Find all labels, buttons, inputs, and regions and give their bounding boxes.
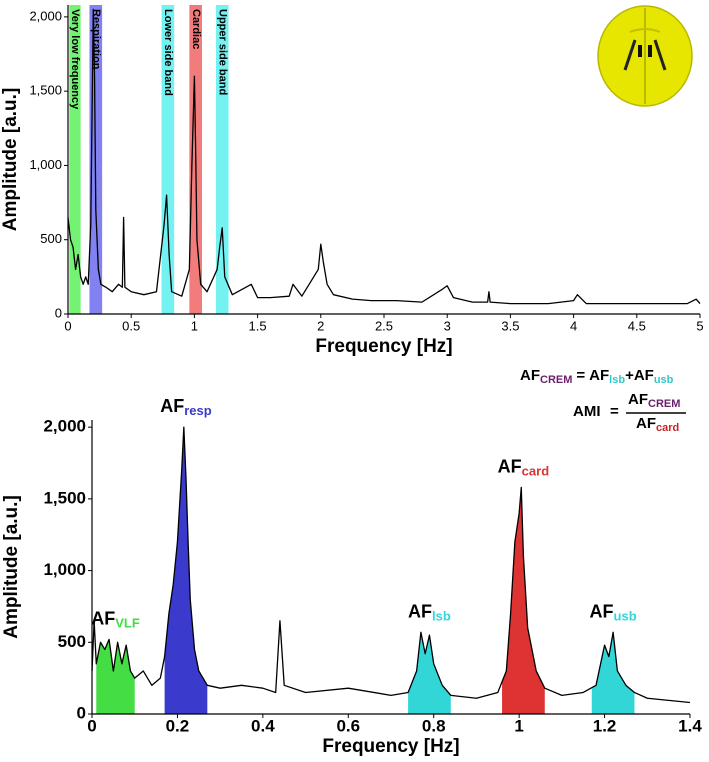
y-tick-label: 1,500 bbox=[29, 83, 62, 98]
band-label: Very low frequency bbox=[69, 9, 81, 110]
band-label-main: AF bbox=[498, 456, 522, 476]
f-text: AF bbox=[589, 367, 609, 384]
f-sub: lsb bbox=[609, 374, 625, 386]
f-text: AMI bbox=[573, 403, 601, 420]
x-tick-label: 0 bbox=[64, 318, 71, 333]
y-tick-label: 1,000 bbox=[29, 157, 62, 172]
band bbox=[69, 5, 81, 314]
y-axis-label: Amplitude [a.u.] bbox=[0, 88, 21, 232]
band-label-sub: resp bbox=[184, 404, 212, 419]
x-tick-label: 3 bbox=[444, 318, 451, 333]
x-tick-label: 4.5 bbox=[628, 318, 646, 333]
x-tick-label: 0.2 bbox=[166, 716, 190, 735]
band-label: Lower side band bbox=[162, 9, 174, 96]
band-label: Respiration bbox=[90, 9, 102, 70]
band-area bbox=[502, 487, 545, 714]
f-text: = bbox=[610, 403, 619, 420]
f-text: + bbox=[625, 367, 634, 384]
band-label-sub: usb bbox=[614, 609, 637, 624]
y-tick-label: 0 bbox=[55, 305, 62, 320]
brain-icon bbox=[597, 5, 693, 107]
x-tick-label: 2.5 bbox=[375, 318, 393, 333]
band-label-main: AF bbox=[91, 608, 115, 628]
band-label-main: AF bbox=[160, 396, 184, 416]
x-axis-label: Frequency [Hz] bbox=[315, 336, 452, 357]
band-area bbox=[164, 427, 208, 714]
y-tick-label: 2,000 bbox=[43, 417, 86, 436]
x-axis-label: Frequency [Hz] bbox=[322, 736, 459, 757]
y-tick-label: 500 bbox=[40, 231, 62, 246]
x-tick-label: 1 bbox=[191, 318, 198, 333]
y-axis-label: Amplitude [a.u.] bbox=[1, 495, 22, 639]
band bbox=[161, 5, 175, 314]
spectrum-line bbox=[91, 426, 691, 704]
y-tick-label: 500 bbox=[58, 632, 86, 651]
x-tick-label: 5 bbox=[696, 318, 703, 333]
band-label-main: AF bbox=[408, 601, 432, 621]
x-tick-label: 2 bbox=[317, 318, 324, 333]
f-text: AF bbox=[636, 415, 656, 432]
band-label: AFresp bbox=[160, 396, 212, 419]
band-area bbox=[591, 632, 635, 714]
f-num: AFCREM bbox=[628, 391, 680, 410]
y-tick-label: 2,000 bbox=[29, 8, 62, 23]
x-tick-label: 1 bbox=[514, 716, 523, 735]
f-text: AF bbox=[628, 391, 648, 408]
band-label: AFcard bbox=[498, 456, 550, 479]
band-area bbox=[408, 632, 451, 714]
x-tick-label: 1.4 bbox=[678, 716, 702, 735]
f-den: AFcard bbox=[636, 415, 679, 434]
x-tick-label: 0.8 bbox=[422, 716, 446, 735]
f-sub: CREM bbox=[540, 374, 572, 386]
band-label: Upper side band bbox=[216, 9, 228, 95]
band-label-sub: card bbox=[522, 464, 550, 479]
f-text: AF bbox=[634, 367, 654, 384]
y-tick-label: 1,000 bbox=[43, 560, 86, 579]
f-sub: card bbox=[656, 422, 679, 434]
band bbox=[215, 5, 229, 314]
spectrum-line bbox=[67, 8, 701, 305]
x-tick-label: 0 bbox=[87, 716, 96, 735]
f-sub: CREM bbox=[648, 398, 680, 410]
x-tick-label: 0.4 bbox=[251, 716, 275, 735]
band-label-sub: VLF bbox=[115, 616, 140, 631]
f-sub: usb bbox=[654, 374, 674, 386]
f-text: AF bbox=[520, 367, 540, 384]
band-label: AFlsb bbox=[408, 601, 451, 624]
band-label: AFVLF bbox=[91, 608, 140, 631]
f-text: = bbox=[576, 367, 585, 384]
band-label: Cardiac bbox=[190, 9, 202, 49]
x-tick-label: 0.6 bbox=[336, 716, 360, 735]
x-tick-label: 3.5 bbox=[501, 318, 519, 333]
x-tick-label: 1.5 bbox=[249, 318, 267, 333]
x-tick-label: 1.2 bbox=[593, 716, 617, 735]
y-tick-label: 0 bbox=[77, 703, 86, 722]
x-tick-label: 4 bbox=[570, 318, 577, 333]
y-tick-label: 1,500 bbox=[43, 488, 86, 507]
x-tick-label: 0.5 bbox=[122, 318, 140, 333]
crem-formula: AFCREM = AFlsb+AFusb bbox=[520, 367, 674, 386]
band-area bbox=[96, 639, 135, 714]
band-label-sub: lsb bbox=[432, 609, 451, 624]
band-label-main: AF bbox=[590, 601, 614, 621]
band-label: AFusb bbox=[590, 601, 637, 624]
